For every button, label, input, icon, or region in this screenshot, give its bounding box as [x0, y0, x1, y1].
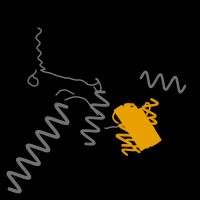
Polygon shape [114, 105, 149, 151]
Polygon shape [122, 104, 153, 148]
Polygon shape [135, 108, 161, 144]
Polygon shape [129, 106, 158, 146]
